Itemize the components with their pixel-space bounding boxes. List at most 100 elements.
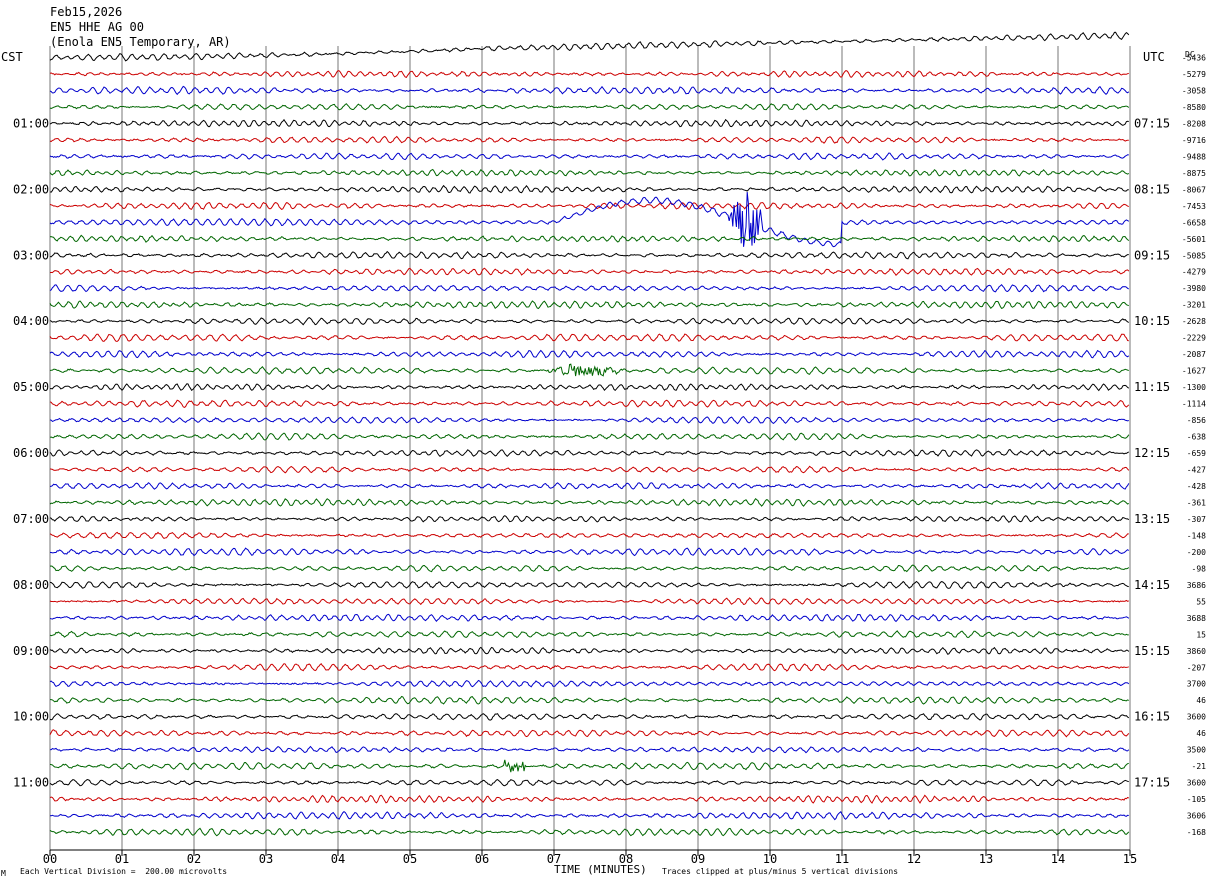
dc-offset-label: -5436 xyxy=(1182,54,1206,63)
left-time-label: 09:00 xyxy=(13,644,49,658)
seismic-trace xyxy=(49,564,1130,573)
x-tick-label: 10 xyxy=(763,852,777,866)
dc-offset-label: -9488 xyxy=(1182,152,1206,161)
dc-offset-label: 46 xyxy=(1196,696,1206,705)
dc-offset-label: 55 xyxy=(1196,597,1206,606)
left-timezone-label: CST xyxy=(1,50,23,64)
dc-offset-label: 3688 xyxy=(1187,614,1206,623)
x-tick-label: 15 xyxy=(1123,852,1137,866)
corner-mark: M xyxy=(1,869,6,878)
seismic-trace xyxy=(49,31,1130,62)
seismic-trace xyxy=(49,415,1129,425)
left-time-label: 11:00 xyxy=(13,776,49,790)
seismic-trace xyxy=(49,118,1129,128)
dc-offset-label: -1114 xyxy=(1182,400,1206,409)
seismic-trace xyxy=(49,448,1130,458)
dc-offset-label: -21 xyxy=(1192,762,1207,771)
dc-offset-label: -638 xyxy=(1187,433,1206,442)
seismic-trace xyxy=(49,267,1130,276)
scale-note: Each Vertical Division = 200.00 microvol… xyxy=(20,867,228,876)
seismic-trace xyxy=(49,349,1130,359)
dc-offset-label: -200 xyxy=(1187,548,1206,557)
seismic-trace xyxy=(49,201,1129,210)
dc-offset-label: -168 xyxy=(1187,828,1206,837)
seismic-trace xyxy=(49,363,1129,377)
seismic-trace xyxy=(49,168,1130,177)
left-time-label: 08:00 xyxy=(13,578,49,592)
dc-offset-label: 3600 xyxy=(1187,713,1206,722)
dc-offset-label: -2087 xyxy=(1182,350,1206,359)
right-time-label: 11:15 xyxy=(1134,380,1170,394)
header-station: (Enola EN5 Temporary, AR) xyxy=(50,35,231,49)
left-time-label: 03:00 xyxy=(13,248,49,262)
dc-offset-label: -6658 xyxy=(1182,218,1206,227)
x-tick-label: 01 xyxy=(115,852,129,866)
right-time-label: 12:15 xyxy=(1134,446,1170,460)
dc-offset-label: -659 xyxy=(1187,449,1206,458)
right-time-label: 14:15 xyxy=(1134,578,1170,592)
right-time-label: 07:15 xyxy=(1134,116,1170,130)
dc-offset-label: -1300 xyxy=(1182,383,1206,392)
right-time-label: 10:15 xyxy=(1134,314,1170,328)
seismic-trace xyxy=(49,333,1129,342)
seismic-trace xyxy=(49,662,1129,672)
x-tick-label: 05 xyxy=(403,852,417,866)
left-time-label: 10:00 xyxy=(13,710,49,724)
x-tick-label: 07 xyxy=(547,852,561,866)
dc-offset-label: 15 xyxy=(1196,630,1206,639)
dc-offset-label: 3686 xyxy=(1187,581,1206,590)
dc-offset-label: -2628 xyxy=(1182,317,1206,326)
dc-offset-label: -8208 xyxy=(1182,119,1206,128)
x-tick-label: 11 xyxy=(835,852,849,866)
left-time-label: 06:00 xyxy=(13,446,49,460)
seismic-trace xyxy=(49,580,1129,590)
right-time-label: 09:15 xyxy=(1134,248,1170,262)
dc-offset-label: 3600 xyxy=(1187,779,1206,788)
seismic-trace xyxy=(49,432,1130,441)
seismic-trace xyxy=(49,827,1130,837)
seismic-trace xyxy=(49,399,1130,408)
seismic-trace xyxy=(49,85,1130,96)
seismic-trace xyxy=(49,679,1130,688)
right-time-label: 17:15 xyxy=(1134,776,1170,790)
seismic-trace xyxy=(49,613,1130,623)
dc-offset-label: -105 xyxy=(1187,795,1206,804)
dc-offset-label: -5601 xyxy=(1182,235,1206,244)
dc-offset-label: -9716 xyxy=(1182,136,1206,145)
seismic-trace xyxy=(49,234,1130,243)
seismic-trace xyxy=(49,713,1130,721)
dc-offset-label: -98 xyxy=(1192,564,1207,573)
x-tick-label: 00 xyxy=(43,852,57,866)
seismic-trace xyxy=(49,482,1130,490)
clip-note: Traces clipped at plus/minus 5 vertical … xyxy=(662,867,899,876)
dc-offset-label: -1627 xyxy=(1182,367,1206,376)
seismic-trace xyxy=(49,300,1129,310)
dc-offset-label: 3500 xyxy=(1187,746,1206,755)
right-time-label: 13:15 xyxy=(1134,512,1170,526)
dc-offset-label: -856 xyxy=(1187,416,1206,425)
seismic-trace xyxy=(50,695,1129,705)
x-tick-label: 03 xyxy=(259,852,273,866)
x-tick-label: 04 xyxy=(331,852,345,866)
x-tick-label: 14 xyxy=(1051,852,1065,866)
seismic-trace xyxy=(49,778,1129,787)
seismic-trace xyxy=(49,184,1129,194)
seismic-trace xyxy=(49,745,1130,754)
seismic-trace xyxy=(49,646,1130,655)
dc-offset-label: -4279 xyxy=(1182,268,1206,277)
dc-offset-label: -307 xyxy=(1187,515,1206,524)
seismic-trace xyxy=(49,283,1130,293)
dc-offset-label: 3606 xyxy=(1187,812,1206,821)
seismic-trace xyxy=(50,383,1130,392)
left-time-label: 02:00 xyxy=(13,182,49,196)
seismic-trace xyxy=(49,810,1129,821)
left-time-label: 01:00 xyxy=(13,116,49,130)
dc-offset-label: 3700 xyxy=(1187,680,1206,689)
left-time-label: 05:00 xyxy=(13,380,49,394)
seismic-trace xyxy=(49,597,1129,606)
dc-offset-label: -7453 xyxy=(1182,202,1206,211)
dc-offset-label: -427 xyxy=(1187,466,1206,475)
dc-offset-label: -148 xyxy=(1187,531,1206,540)
header-date: Feb15,2026 xyxy=(50,5,123,19)
